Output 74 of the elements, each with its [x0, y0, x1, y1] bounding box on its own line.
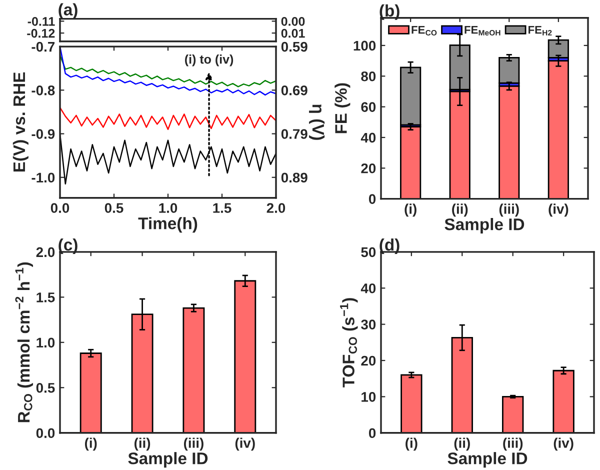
x-tick-label: 1.0 — [159, 203, 178, 213]
y-tick-label: 0 — [368, 428, 376, 438]
y2-tick-label: 0.59 — [281, 42, 308, 52]
x-tick-label: (ii) — [134, 438, 150, 451]
x-axis-title: Sample ID — [128, 452, 208, 468]
y-tick-label: -0.8 — [32, 85, 55, 96]
legend-label: FE$_{MeOH}$ — [464, 26, 500, 36]
bar — [400, 66, 422, 126]
bar — [502, 396, 524, 433]
x-tick-label: (iv) — [548, 204, 568, 217]
bar — [498, 85, 520, 199]
y-tick-label: 0 — [368, 194, 376, 204]
x-axis-title: Sample ID — [448, 452, 528, 468]
bar — [552, 370, 574, 433]
y-axis-title: TOF$_{CO}$ (s$^{−1}$) — [340, 298, 358, 388]
y-tick-label: -1.0 — [32, 172, 55, 183]
y2-tick-label: 0.01 — [281, 28, 305, 38]
bar — [400, 374, 422, 433]
bar — [548, 60, 569, 199]
annotation: (i) to (iv) — [185, 54, 234, 66]
y2-tick-label: 0.79 — [281, 129, 308, 139]
x-tick-label: (iv) — [235, 438, 255, 451]
x-tick-label: 0.0 — [50, 203, 70, 213]
line-series — [60, 106, 276, 130]
x-tick-label: (i) — [404, 204, 416, 217]
y-tick-label: 20 — [361, 356, 376, 366]
x-tick-label: 2.0 — [266, 203, 286, 213]
y-tick-label: 2.0 — [36, 247, 55, 258]
y-tick-label: 40 — [360, 283, 376, 294]
legend-label: FE$_{H2}$ — [528, 26, 552, 36]
y-tick-label: 50 — [361, 247, 376, 258]
y-tick-label: 0.5 — [36, 382, 55, 393]
y-tick-label: -0.11 — [28, 16, 55, 26]
x-tick-label: (iv) — [554, 438, 574, 451]
x-tick-label: 0.5 — [104, 203, 124, 213]
x-tick-label: (ii) — [452, 204, 468, 217]
y-axis-title: FE (%) — [334, 83, 350, 134]
y2-tick-label: 0.69 — [281, 85, 308, 96]
bar — [234, 280, 256, 433]
x-axis-title: Sample ID — [444, 218, 524, 234]
y-tick-label: -0.7 — [32, 42, 55, 52]
y2-tick-label: 0.89 — [281, 172, 308, 183]
bar — [182, 307, 205, 433]
legend-label: FE$_{CO}$ — [412, 26, 437, 36]
x-tick-label: (ii) — [454, 438, 470, 451]
y-tick-label: 0.0 — [36, 428, 55, 438]
y2-tick-label: 0.00 — [281, 16, 305, 26]
x-tick-label: (iii) — [503, 438, 523, 451]
y-tick-label: 80 — [361, 71, 376, 82]
y-tick-label: 40 — [360, 132, 376, 143]
bar — [80, 352, 102, 433]
chart-title: (c) — [58, 238, 78, 254]
y-tick-label: -0.12 — [27, 28, 55, 38]
y-tick-label: 20 — [361, 163, 376, 174]
y-tick-label: 10 — [362, 392, 376, 402]
chart-title: (a) — [58, 3, 78, 19]
x-axis-title: Time(h) — [138, 217, 198, 233]
y2-axis-title: η (V) — [309, 104, 325, 140]
y-axis-title: R$_{CO}$ (mmol cm$^{−2}$ h$^{−1}$) — [15, 262, 33, 422]
y-tick-label: 30 — [361, 320, 376, 330]
x-tick-label: 1.5 — [213, 203, 232, 213]
y-tick-label: 100 — [354, 40, 376, 51]
y-axis-title: E(V) vs. RHE — [12, 72, 28, 172]
chart-title: (d) — [380, 238, 400, 254]
line-series — [60, 54, 276, 88]
x-tick-label: (iii) — [184, 438, 204, 451]
bar — [400, 126, 422, 199]
y-tick-label: 60 — [361, 102, 376, 112]
x-tick-label: (i) — [406, 438, 418, 451]
x-tick-label: (i) — [84, 438, 97, 451]
y-tick-label: -0.9 — [32, 129, 55, 139]
x-tick-label: (iii) — [499, 204, 519, 217]
y-tick-label: 1.5 — [36, 292, 55, 302]
y-tick-label: 1.0 — [36, 338, 55, 348]
